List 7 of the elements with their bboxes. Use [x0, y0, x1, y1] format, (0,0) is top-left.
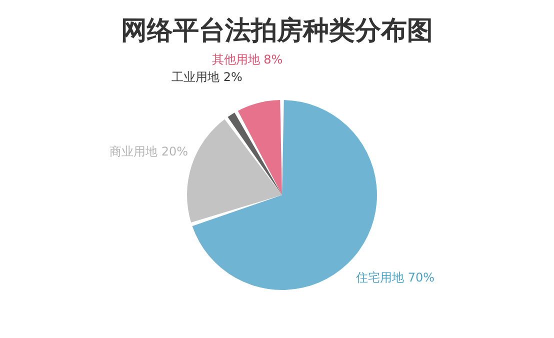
slice-label: 工业用地 2% — [172, 70, 242, 84]
slice-label: 其他用地 8% — [212, 52, 283, 66]
slice-label: 住宅用地 70% — [355, 270, 435, 284]
pie-slice — [238, 100, 282, 195]
chart-title: 网络平台法拍房种类分布图 — [121, 16, 433, 46]
slice-label: 商业用地 20% — [110, 144, 188, 159]
pie-slice — [187, 119, 282, 223]
